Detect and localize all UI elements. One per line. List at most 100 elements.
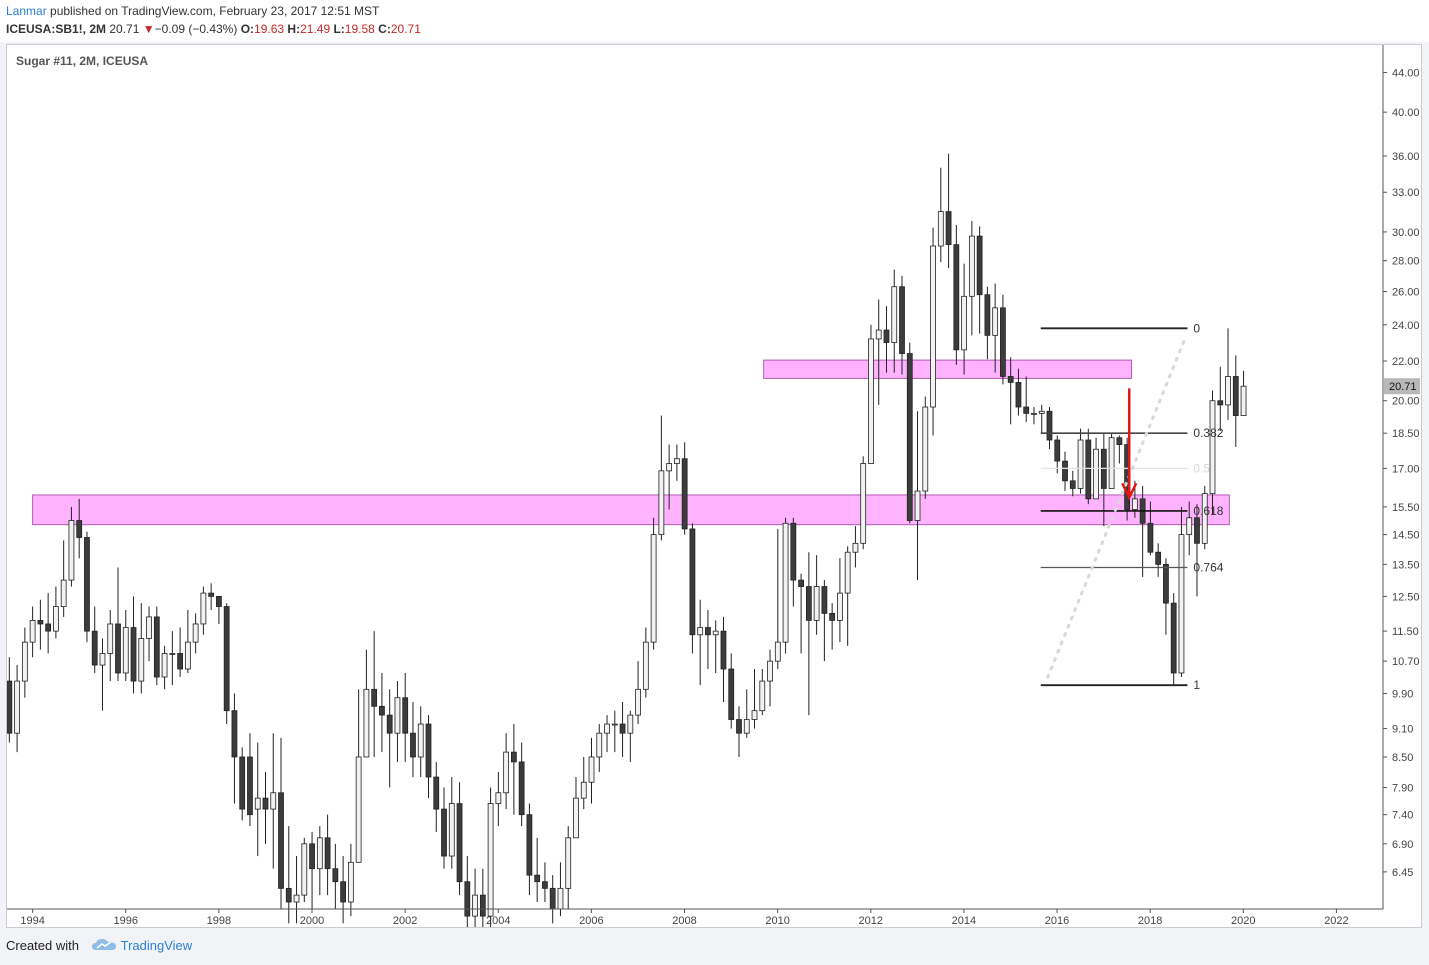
close-label: C: bbox=[378, 22, 391, 36]
candle bbox=[1015, 368, 1022, 416]
candle-body bbox=[751, 710, 758, 720]
candle bbox=[254, 742, 261, 857]
candle-body bbox=[899, 286, 905, 354]
last-price-label: 20.71 bbox=[1389, 381, 1417, 393]
time-tick-label: 2012 bbox=[859, 915, 883, 927]
candle bbox=[402, 672, 409, 762]
candle bbox=[425, 715, 432, 799]
candle-body bbox=[689, 528, 696, 636]
time-tick-label: 2006 bbox=[579, 915, 603, 927]
candle bbox=[899, 275, 905, 375]
price-tick-label: 22.00 bbox=[1392, 356, 1420, 368]
candle bbox=[790, 517, 797, 607]
candle bbox=[1240, 370, 1247, 416]
candle-body bbox=[21, 641, 28, 682]
published-text: published on TradingView.com, February 2… bbox=[46, 4, 380, 18]
candle bbox=[464, 856, 471, 931]
open-value: 19.63 bbox=[254, 22, 285, 36]
price-tick-label: 13.50 bbox=[1392, 559, 1420, 571]
candle bbox=[1170, 593, 1177, 686]
tradingview-link[interactable]: TradingView bbox=[120, 938, 193, 953]
fib-layer[interactable]: 0 0.382 0.5 0.618 0.764 1 bbox=[1040, 321, 1224, 692]
time-tick-label: 2020 bbox=[1231, 915, 1255, 927]
candle bbox=[84, 531, 90, 643]
candle-body bbox=[60, 579, 67, 607]
candle bbox=[821, 580, 828, 662]
candle-body bbox=[1007, 376, 1014, 383]
fib-trend-line[interactable] bbox=[1046, 336, 1187, 679]
candle-body bbox=[968, 235, 975, 297]
axes-layer: 44.00 40.00 36.00 33.00 30.00 28.00 26.00 24.00… bbox=[7, 45, 1420, 927]
price-tick-label: 12.50 bbox=[1392, 591, 1420, 603]
candle-body bbox=[278, 792, 284, 889]
candle bbox=[177, 627, 183, 678]
price-tick-label: 9.10 bbox=[1392, 724, 1413, 736]
arrow-head bbox=[1121, 482, 1138, 501]
candle bbox=[293, 856, 300, 924]
candle bbox=[309, 831, 315, 909]
candle-body bbox=[674, 458, 680, 464]
candle bbox=[262, 771, 269, 844]
price-tick-label: 7.40 bbox=[1392, 810, 1413, 822]
candle-body bbox=[1054, 439, 1061, 462]
resistance-zone[interactable] bbox=[763, 359, 1133, 379]
candle-body bbox=[14, 680, 20, 734]
candle-body bbox=[1155, 551, 1162, 565]
fib-level-label: 0 bbox=[1193, 321, 1200, 335]
candle bbox=[681, 442, 688, 535]
chart-area[interactable]: 0 0.382 0.5 0.618 0.764 1 44.00 40.00 36.00 33.0… bbox=[6, 44, 1422, 931]
price-tick-label: 7.90 bbox=[1392, 782, 1413, 794]
candle bbox=[728, 653, 735, 729]
candle-body bbox=[386, 714, 393, 734]
candle-body bbox=[91, 630, 98, 666]
candle-body bbox=[456, 803, 463, 883]
candle-body bbox=[270, 792, 277, 810]
price-tick-label: 18.50 bbox=[1392, 428, 1420, 440]
candle-body bbox=[650, 534, 657, 643]
candle-body bbox=[355, 756, 362, 863]
candle bbox=[14, 665, 20, 753]
candle-body bbox=[961, 295, 967, 351]
candle-body bbox=[332, 868, 339, 883]
candle-body bbox=[728, 668, 735, 720]
candle-body bbox=[705, 627, 711, 636]
candle bbox=[922, 396, 929, 499]
tradingview-cloud-icon[interactable] bbox=[91, 938, 117, 955]
candle bbox=[627, 710, 634, 762]
candle-body bbox=[1069, 480, 1076, 489]
candle-body bbox=[844, 551, 851, 594]
candle bbox=[580, 756, 587, 810]
candle-body bbox=[798, 579, 804, 587]
candle-body bbox=[472, 894, 478, 917]
high-value: 21.49 bbox=[300, 22, 331, 36]
candle-body bbox=[84, 537, 90, 632]
candle bbox=[200, 586, 207, 635]
candle bbox=[1217, 366, 1224, 431]
candle-body bbox=[371, 688, 378, 707]
candle-body bbox=[1163, 563, 1169, 604]
candle bbox=[518, 742, 525, 827]
chart-canvas[interactable]: 0 0.382 0.5 0.618 0.764 1 44.00 40.00 36.00 33.0… bbox=[6, 45, 1421, 931]
candle-body bbox=[712, 630, 719, 636]
candle bbox=[192, 613, 199, 654]
candle bbox=[658, 415, 665, 541]
candle bbox=[813, 555, 820, 635]
candle-body bbox=[1031, 413, 1037, 415]
candle bbox=[720, 616, 727, 703]
candle-body bbox=[658, 470, 665, 536]
candle bbox=[798, 573, 804, 654]
zones-layer bbox=[32, 359, 1230, 526]
candle-body bbox=[720, 630, 727, 670]
candle-body bbox=[107, 623, 114, 654]
candle bbox=[332, 843, 339, 909]
candle-body bbox=[627, 714, 634, 734]
candle bbox=[1077, 428, 1084, 494]
resistance-zone[interactable] bbox=[32, 494, 1230, 526]
candle bbox=[1201, 485, 1208, 550]
fib-level-label: 0.382 bbox=[1193, 426, 1223, 440]
candle-body bbox=[1232, 376, 1239, 416]
candle bbox=[316, 826, 323, 896]
author-link[interactable]: Lanmar bbox=[6, 4, 47, 18]
candle-body bbox=[285, 887, 292, 903]
candle bbox=[503, 733, 510, 810]
